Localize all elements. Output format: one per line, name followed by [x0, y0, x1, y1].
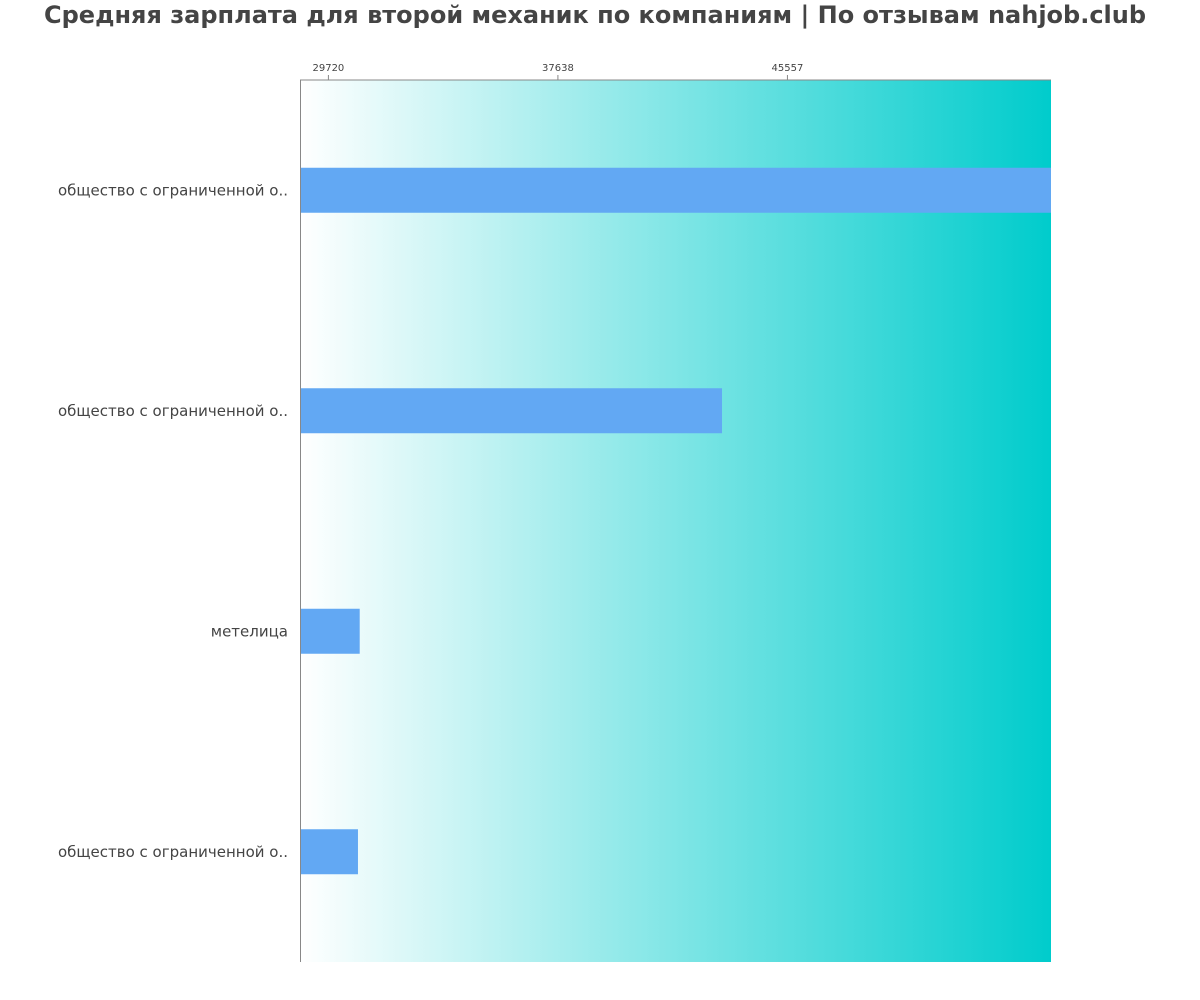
- x-tick-label: 37638: [542, 63, 574, 74]
- x-axis: 29720 37638 45557: [312, 63, 803, 80]
- bar-series: [300, 167, 1051, 875]
- bar: [300, 167, 1051, 213]
- category-label: метелица: [211, 622, 288, 640]
- y-axis-labels: общество с ограниченной о.. общество с ог…: [58, 181, 288, 861]
- category-label: общество с ограниченной о..: [58, 402, 288, 420]
- category-label: общество с ограниченной о..: [58, 843, 288, 861]
- bar: [300, 388, 723, 434]
- plot-background: [300, 80, 1051, 962]
- x-tick-label: 29720: [312, 63, 344, 74]
- page-title: Средняя зарплата для второй механик по к…: [44, 1, 1147, 29]
- bar: [300, 829, 358, 875]
- x-tick-label: 45557: [772, 63, 804, 74]
- category-label: общество с ограниченной о..: [58, 181, 288, 199]
- bar: [300, 608, 360, 654]
